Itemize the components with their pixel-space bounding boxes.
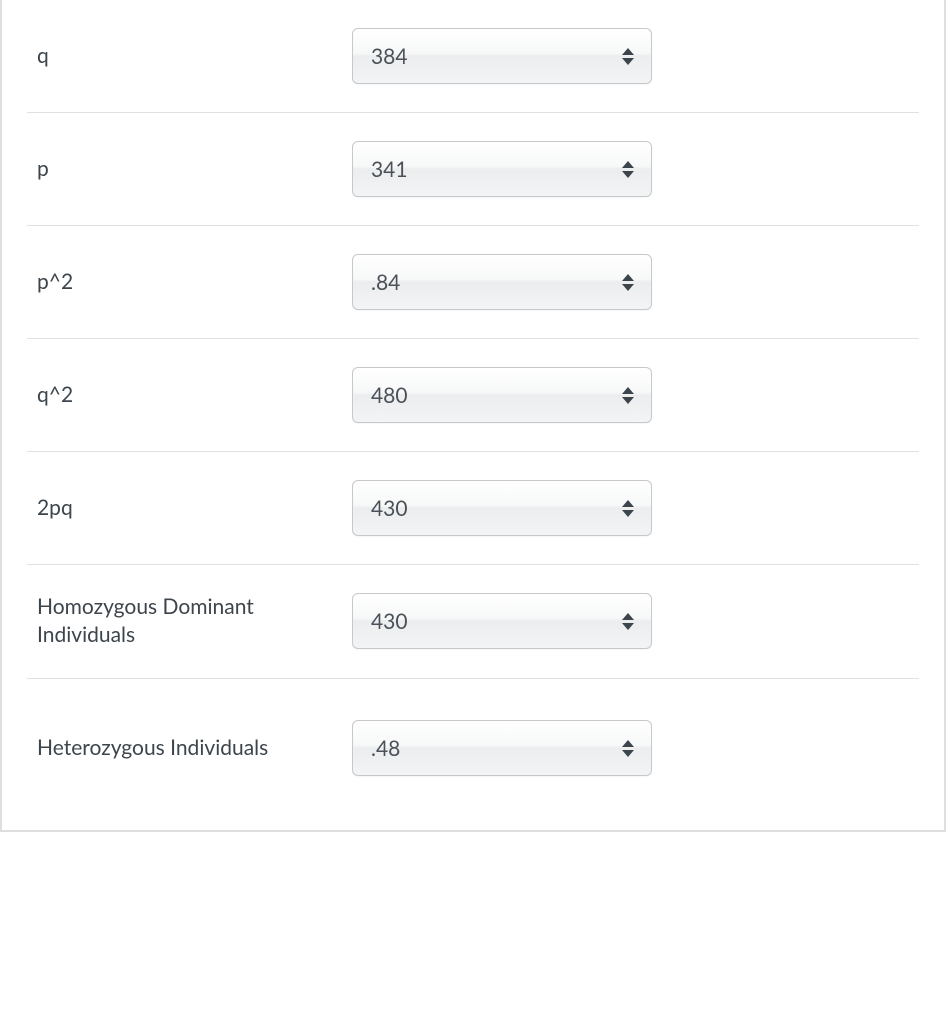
label-homo-dom: Homozygous Dominant Individuals bbox=[27, 593, 352, 650]
label-q2: q^2 bbox=[27, 381, 352, 409]
updown-icon bbox=[621, 497, 635, 519]
select-value-p2: .84 bbox=[371, 270, 400, 295]
label-hetero: Heterozygous Individuals bbox=[27, 734, 352, 762]
label-p2: p^2 bbox=[27, 268, 352, 296]
row-p2: p^2 .84 bbox=[27, 225, 919, 338]
select-wrap-q2: 480 bbox=[352, 367, 652, 423]
row-p: p 341 bbox=[27, 112, 919, 225]
select-wrap-p2: .84 bbox=[352, 254, 652, 310]
select-2pq[interactable]: 430 bbox=[352, 480, 652, 536]
select-p2[interactable]: .84 bbox=[352, 254, 652, 310]
select-value-hetero: .48 bbox=[371, 736, 400, 761]
select-value-homo-dom: 430 bbox=[371, 609, 408, 634]
select-q[interactable]: 384 bbox=[352, 28, 652, 84]
select-wrap-2pq: 430 bbox=[352, 480, 652, 536]
row-q2: q^2 480 bbox=[27, 338, 919, 451]
matching-panel: q 384 p 341 p^2 .84 bbox=[0, 0, 946, 832]
row-q: q 384 bbox=[27, 0, 919, 112]
label-p: p bbox=[27, 155, 352, 183]
updown-icon bbox=[621, 271, 635, 293]
select-value-2pq: 430 bbox=[371, 496, 408, 521]
row-hetero: Heterozygous Individuals .48 bbox=[27, 678, 919, 790]
select-p[interactable]: 341 bbox=[352, 141, 652, 197]
select-hetero[interactable]: .48 bbox=[352, 720, 652, 776]
updown-icon bbox=[621, 384, 635, 406]
updown-icon bbox=[621, 610, 635, 632]
select-value-q2: 480 bbox=[371, 383, 408, 408]
select-value-q: 384 bbox=[371, 44, 408, 69]
select-wrap-q: 384 bbox=[352, 28, 652, 84]
select-wrap-homo-dom: 430 bbox=[352, 593, 652, 649]
select-value-p: 341 bbox=[371, 157, 408, 182]
select-q2[interactable]: 480 bbox=[352, 367, 652, 423]
select-wrap-p: 341 bbox=[352, 141, 652, 197]
select-homo-dom[interactable]: 430 bbox=[352, 593, 652, 649]
label-q: q bbox=[27, 42, 352, 70]
updown-icon bbox=[621, 737, 635, 759]
label-2pq: 2pq bbox=[27, 494, 352, 522]
row-2pq: 2pq 430 bbox=[27, 451, 919, 564]
select-wrap-hetero: .48 bbox=[352, 720, 652, 776]
row-homo-dom: Homozygous Dominant Individuals 430 bbox=[27, 564, 919, 678]
updown-icon bbox=[621, 158, 635, 180]
updown-icon bbox=[621, 45, 635, 67]
